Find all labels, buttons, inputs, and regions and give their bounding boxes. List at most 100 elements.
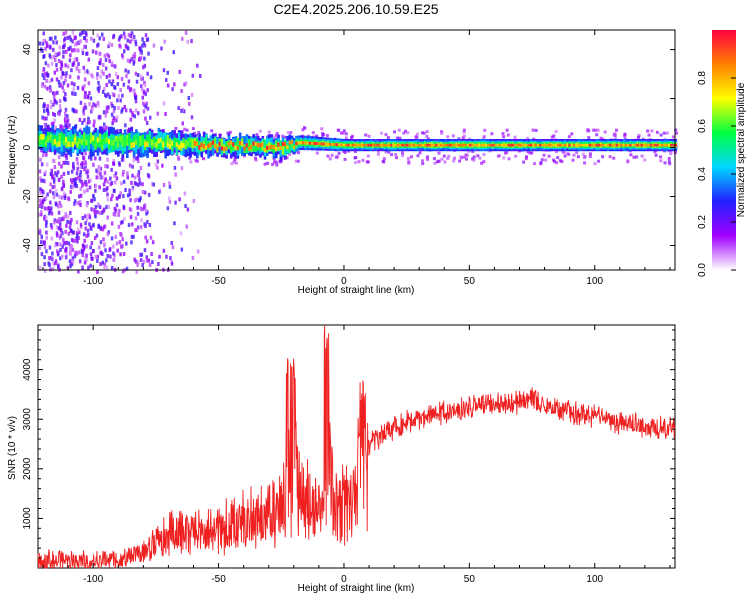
heatmap-haze-cell — [195, 133, 199, 137]
heatmap-noise-cell — [56, 242, 59, 247]
heatmap-ridge-cell — [98, 133, 102, 145]
heatmap-haze-cell — [659, 155, 663, 159]
heatmap-noise-cell — [146, 88, 149, 93]
heatmap-ridge-cell — [243, 136, 246, 150]
heatmap-noise-cell — [183, 82, 186, 87]
heatmap-noise-cell — [47, 63, 50, 68]
heatmap-noise-cell — [83, 102, 87, 107]
heatmap-haze-cell — [274, 160, 278, 164]
heatmap-noise-cell — [184, 204, 187, 208]
heatmap-noise-cell — [122, 206, 126, 211]
heatmap-noise-cell — [145, 101, 148, 106]
heatmap-noise-cell — [84, 256, 87, 261]
heatmap-ridge-cell — [414, 143, 418, 147]
heatmap-haze-cell — [353, 156, 357, 160]
heatmap-haze-cell — [401, 152, 404, 156]
heatmap-haze-cell — [667, 157, 671, 160]
heatmap-haze-cell — [235, 161, 238, 165]
heatmap-noise-cell — [76, 166, 79, 171]
heatmap-noise-cell — [98, 85, 101, 90]
heatmap-noise-cell — [113, 206, 116, 211]
heatmap-noise-cell — [174, 200, 177, 205]
heatmap-noise-cell — [91, 49, 95, 54]
heatmap-haze-cell — [341, 131, 345, 135]
heatmap-noise-cell — [86, 188, 89, 193]
heatmap-haze-cell — [230, 162, 234, 166]
heatmap-noise-cell — [85, 51, 88, 56]
heatmap-noise-cell — [54, 261, 57, 266]
heatmap-ridge-cell — [622, 143, 626, 147]
heatmap-ridge-cell — [419, 143, 422, 147]
heatmap-haze-cell — [275, 163, 279, 167]
heatmap-noise-cell — [69, 247, 72, 252]
heatmap-ridge-cell — [87, 135, 91, 141]
heatmap-haze-cell — [446, 157, 450, 160]
heatmap-noise-cell — [96, 33, 99, 38]
heatmap-noise-cell — [62, 81, 66, 85]
heatmap-noise-cell — [158, 254, 161, 259]
heatmap-noise-cell — [44, 72, 47, 77]
heatmap-haze-cell — [575, 151, 579, 155]
heatmap-ridge-cell — [171, 140, 174, 146]
heatmap-haze-cell — [271, 162, 275, 166]
heatmap-haze-cell — [674, 128, 678, 132]
heatmap-noise-cell — [146, 220, 149, 225]
heatmap-noise-cell — [92, 38, 96, 43]
heatmap-haze-cell — [337, 151, 341, 155]
heatmap-noise-cell — [122, 194, 125, 199]
heatmap-haze-cell — [384, 150, 388, 154]
heatmap-haze-cell — [336, 128, 340, 132]
heatmap-noise-cell — [99, 171, 102, 176]
heatmap-ridge-cell — [182, 143, 186, 148]
spectrogram-y-tick-label: -20 — [22, 189, 33, 204]
heatmap-ridge-cell — [408, 143, 411, 147]
heatmap-ridge-cell — [211, 141, 215, 156]
heatmap-ridge-cell — [410, 143, 413, 147]
heatmap-noise-cell — [102, 71, 105, 76]
heatmap-noise-cell — [41, 41, 45, 46]
heatmap-noise-cell — [38, 246, 42, 251]
heatmap-noise-cell — [94, 254, 98, 259]
heatmap-ridge-cell — [220, 138, 224, 148]
heatmap-haze-cell — [603, 130, 607, 134]
heatmap-ridge-cell — [595, 143, 599, 147]
heatmap-ridge-cell — [442, 143, 445, 147]
heatmap-ridge-cell — [640, 143, 644, 147]
heatmap-noise-cell — [180, 89, 183, 94]
heatmap-noise-cell — [64, 229, 67, 234]
heatmap-haze-cell — [275, 132, 279, 136]
heatmap-ridge-cell — [484, 143, 488, 147]
heatmap-noise-cell — [103, 242, 106, 247]
heatmap-noise-cell — [43, 179, 47, 184]
heatmap-ridge-cell — [284, 142, 287, 156]
heatmap-ridge-cell — [360, 143, 364, 147]
heatmap-haze-cell — [278, 159, 282, 163]
heatmap-noise-cell — [78, 173, 82, 178]
snr-y-tick-label: 3000 — [22, 408, 33, 431]
snr-y-axis-label: SNR (10 * v/v) — [7, 416, 18, 480]
heatmap-noise-cell — [52, 261, 55, 266]
heatmap-ridge-cell — [620, 143, 623, 147]
heatmap-noise-cell — [39, 201, 43, 206]
heatmap-noise-cell — [99, 57, 102, 62]
heatmap-noise-cell — [42, 31, 45, 36]
heatmap-noise-cell — [133, 198, 137, 203]
heatmap-ridge-cell — [624, 143, 628, 147]
heatmap-noise-cell — [118, 208, 121, 213]
heatmap-noise-cell — [115, 203, 119, 208]
heatmap-noise-cell — [68, 225, 72, 230]
heatmap-haze-cell — [376, 152, 380, 156]
heatmap-noise-cell — [82, 106, 86, 111]
heatmap-noise-cell — [52, 47, 55, 52]
heatmap-noise-cell — [78, 230, 81, 235]
heatmap-noise-cell — [98, 36, 101, 41]
heatmap-haze-cell — [394, 153, 398, 157]
heatmap-noise-cell — [124, 123, 127, 128]
heatmap-noise-cell — [121, 93, 124, 98]
heatmap-noise-cell — [186, 39, 189, 44]
heatmap-ridge-cell — [575, 143, 578, 147]
heatmap-noise-cell — [129, 198, 132, 203]
heatmap-noise-cell — [140, 252, 144, 257]
heatmap-ridge-cell — [604, 143, 608, 147]
